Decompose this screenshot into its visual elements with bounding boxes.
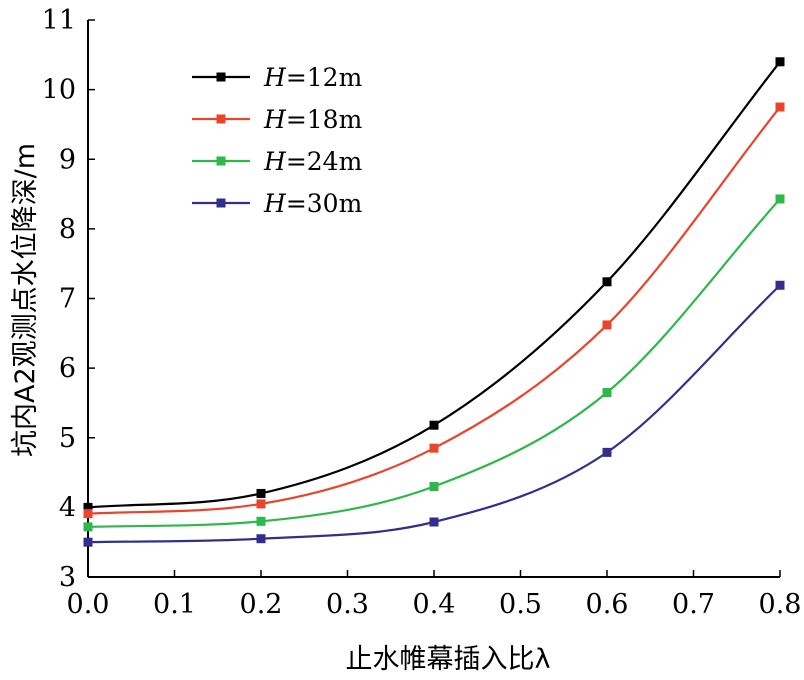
y-tick-label: 7: [59, 284, 76, 315]
y-tick-label: 3: [59, 562, 76, 593]
y-axis-title: 坑内A2观测点水位降深/m: [10, 143, 41, 457]
legend-variable: H: [263, 189, 287, 218]
data-point: [602, 387, 612, 397]
series-3: [83, 280, 785, 547]
data-point: [256, 488, 266, 498]
series-line: [87, 106, 781, 515]
data-point: [602, 277, 612, 287]
data-point: [83, 509, 93, 519]
x-axis-title: 止水帷幕插入比λ: [346, 644, 551, 675]
data-point: [602, 447, 612, 457]
series-1: [83, 102, 785, 519]
data-point: [256, 534, 266, 544]
legend-item: H=24m: [192, 147, 363, 176]
legend-label: H=30m: [263, 189, 363, 218]
data-point: [775, 280, 785, 290]
y-tick-label: 5: [59, 423, 76, 454]
legend-item: H=30m: [192, 189, 363, 218]
legend-label: H=12m: [263, 63, 363, 92]
data-point: [83, 537, 93, 547]
legend-marker: [216, 72, 226, 82]
y-tick-label: 10: [42, 75, 76, 106]
y-tick-label: 4: [59, 492, 76, 523]
data-point: [429, 420, 439, 430]
data-point: [429, 443, 439, 453]
series-line: [87, 198, 781, 528]
data-point: [83, 522, 93, 532]
axes: [87, 20, 780, 578]
x-tick-label: 0.5: [499, 589, 542, 620]
x-tick-label: 0.2: [240, 589, 283, 620]
data-point: [429, 481, 439, 491]
series-line: [87, 61, 781, 509]
data-point: [775, 102, 785, 112]
x-tick-label: 0.7: [672, 589, 715, 620]
y-tick-label: 9: [59, 144, 76, 175]
legend-label: H=24m: [263, 147, 363, 176]
series-layer: [83, 57, 785, 547]
legend-item: H=18m: [192, 105, 363, 134]
y-tick-label: 8: [59, 214, 76, 245]
legend-variable: H: [263, 63, 287, 92]
x-tick-label: 0.1: [153, 589, 196, 620]
x-tick-label: 0.3: [326, 589, 369, 620]
data-point: [602, 320, 612, 330]
legend-value: =30m: [286, 189, 363, 218]
data-point: [775, 57, 785, 67]
x-ticks: 0.0 0.1 0.2 0.3 0.4 0.5 0.6 0.7 0.8: [67, 570, 802, 620]
legend-marker: [216, 198, 226, 208]
legend-marker: [216, 114, 226, 124]
x-tick-label: 0.8: [759, 589, 802, 620]
legend-value: =24m: [286, 147, 363, 176]
legend-label: H=18m: [263, 105, 363, 134]
data-point: [256, 499, 266, 509]
series-2: [83, 194, 785, 532]
legend-value: =18m: [286, 105, 363, 134]
series-0: [83, 57, 785, 512]
legend-value: =12m: [286, 63, 363, 92]
data-point: [429, 517, 439, 527]
data-point: [775, 194, 785, 204]
data-point: [256, 516, 266, 526]
legend-variable: H: [263, 147, 287, 176]
y-tick-label: 6: [59, 353, 76, 384]
legend-item: H=12m: [192, 63, 363, 92]
x-tick-label: 0.4: [413, 589, 456, 620]
y-ticks: 3 4 5 6 7 8 9 10 11: [42, 5, 95, 593]
x-tick-label: 0.6: [586, 589, 629, 620]
legend-marker: [216, 156, 226, 166]
data-point: [83, 502, 93, 512]
x-tick-label: 0.0: [67, 589, 110, 620]
y-tick-label: 11: [42, 5, 76, 36]
legend-variable: H: [263, 105, 287, 134]
